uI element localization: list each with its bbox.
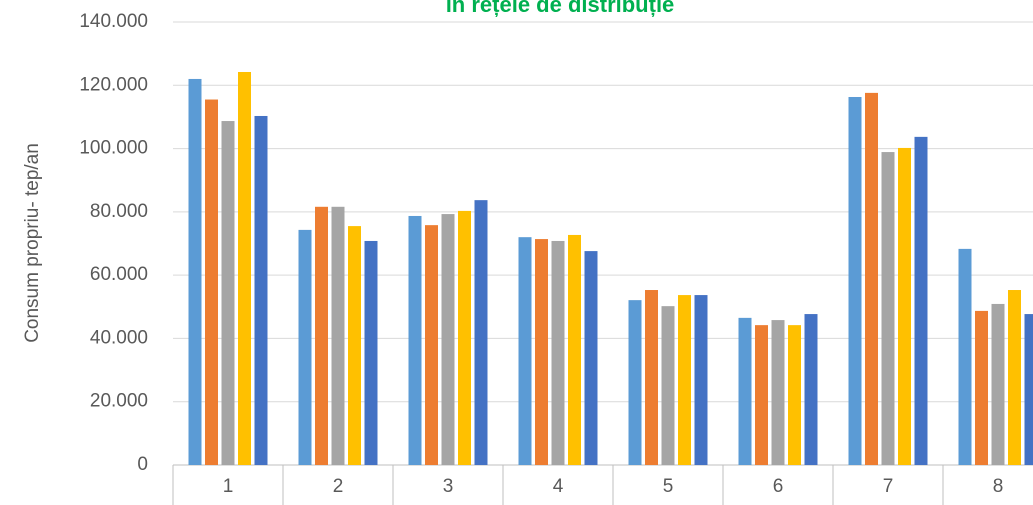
bar: [535, 239, 548, 465]
bar: [408, 215, 422, 465]
bar: [584, 251, 598, 465]
bar: [315, 206, 328, 465]
x-tick-label: 8: [993, 476, 1004, 497]
y-tick-label: 40.000: [90, 327, 148, 348]
bar: [221, 121, 235, 465]
bar: [914, 136, 928, 465]
y-tick-label: 120.000: [79, 74, 148, 95]
x-tick-label: 7: [883, 476, 894, 497]
bar: [771, 320, 785, 465]
bar: [518, 237, 532, 465]
x-tick-label: 6: [773, 476, 784, 497]
y-tick-label: 20.000: [90, 391, 148, 412]
bar: [694, 295, 708, 465]
bar: [205, 99, 218, 466]
y-tick-label: 0: [137, 454, 148, 475]
x-tick-label: 4: [553, 476, 564, 497]
bar: [645, 290, 658, 465]
x-tick-label: 5: [663, 476, 674, 497]
bar: [458, 210, 471, 465]
bar: [348, 226, 361, 465]
y-tick-label: 100.000: [79, 138, 148, 159]
chart-title: în rețele de distribuție: [445, 0, 675, 17]
bar: [425, 225, 438, 465]
y-axis-label: Consum propriu- tep/an: [22, 143, 43, 343]
bar: [958, 248, 972, 465]
bar: [364, 240, 378, 465]
bar: [238, 71, 251, 465]
y-tick-label: 80.000: [90, 201, 148, 222]
bar: [661, 306, 675, 465]
bar: [898, 147, 911, 465]
bar: [188, 78, 202, 465]
bar: [441, 214, 455, 465]
bar: [298, 229, 312, 465]
x-tick-label: 1: [223, 476, 234, 497]
bar: [1008, 290, 1021, 465]
y-tick-label: 60.000: [90, 264, 148, 285]
bar: [254, 115, 268, 466]
bar: [804, 314, 818, 465]
bar: [1024, 314, 1033, 465]
bar: [678, 295, 691, 465]
x-tick-label: 3: [443, 476, 454, 497]
bar: [881, 152, 895, 466]
bar: [474, 200, 488, 465]
bar: [975, 310, 988, 465]
bar: [331, 206, 345, 465]
bar: [991, 303, 1005, 465]
bar: [755, 325, 768, 465]
bar: [628, 300, 642, 465]
y-tick-label: 140.000: [79, 11, 148, 32]
bar: [788, 325, 801, 465]
bar: [738, 317, 752, 465]
bar: [568, 234, 581, 465]
bar: [848, 96, 862, 466]
bar: [865, 92, 878, 465]
x-tick-label: 2: [333, 476, 344, 497]
bar: [551, 240, 565, 465]
